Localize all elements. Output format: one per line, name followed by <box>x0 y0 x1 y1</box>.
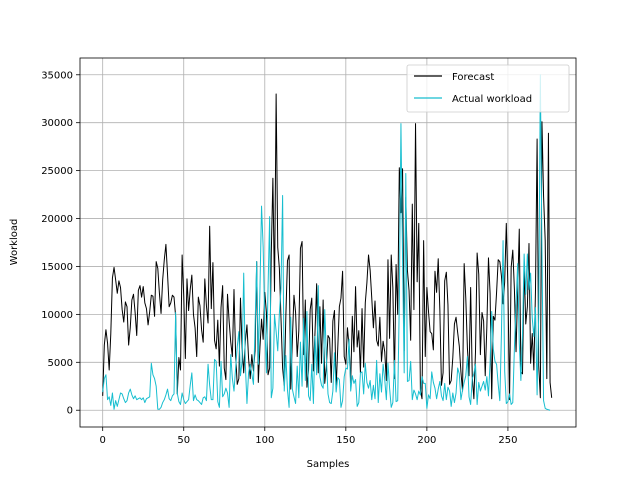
y-tick-label: 20000 <box>41 214 73 225</box>
y-tick-label: 30000 <box>41 118 73 129</box>
ticks: 0 50 100 150 200 250 0 5000 10000 15000 20000 25000… <box>41 70 517 446</box>
series-layer <box>102 74 553 411</box>
legend-label-actual: Actual workload <box>452 94 532 105</box>
y-tick-label: 35000 <box>41 70 73 81</box>
grid <box>80 58 576 427</box>
legend-box <box>406 64 570 113</box>
x-axis-label: Samples <box>307 459 350 470</box>
y-tick-label: 10000 <box>41 310 73 321</box>
x-tick-label: 0 <box>100 435 106 446</box>
legend: Forecast Actual workload <box>406 64 570 113</box>
plot-frame <box>79 57 577 428</box>
legend-label-forecast: Forecast <box>452 72 494 83</box>
x-tick-label: 200 <box>417 435 436 446</box>
y-tick-label: 5000 <box>48 358 73 369</box>
y-axis-label: Workload <box>9 219 20 266</box>
series-line-forecast <box>102 93 553 401</box>
x-tick-label: 100 <box>255 435 274 446</box>
x-tick-label: 50 <box>177 435 190 446</box>
y-tick-label: 25000 <box>41 166 73 177</box>
x-tick-label: 150 <box>336 435 355 446</box>
y-tick-label: 15000 <box>41 262 73 273</box>
series-line-actual-workload <box>102 74 551 411</box>
x-tick-label: 250 <box>498 435 517 446</box>
y-tick-label: 0 <box>67 406 73 417</box>
